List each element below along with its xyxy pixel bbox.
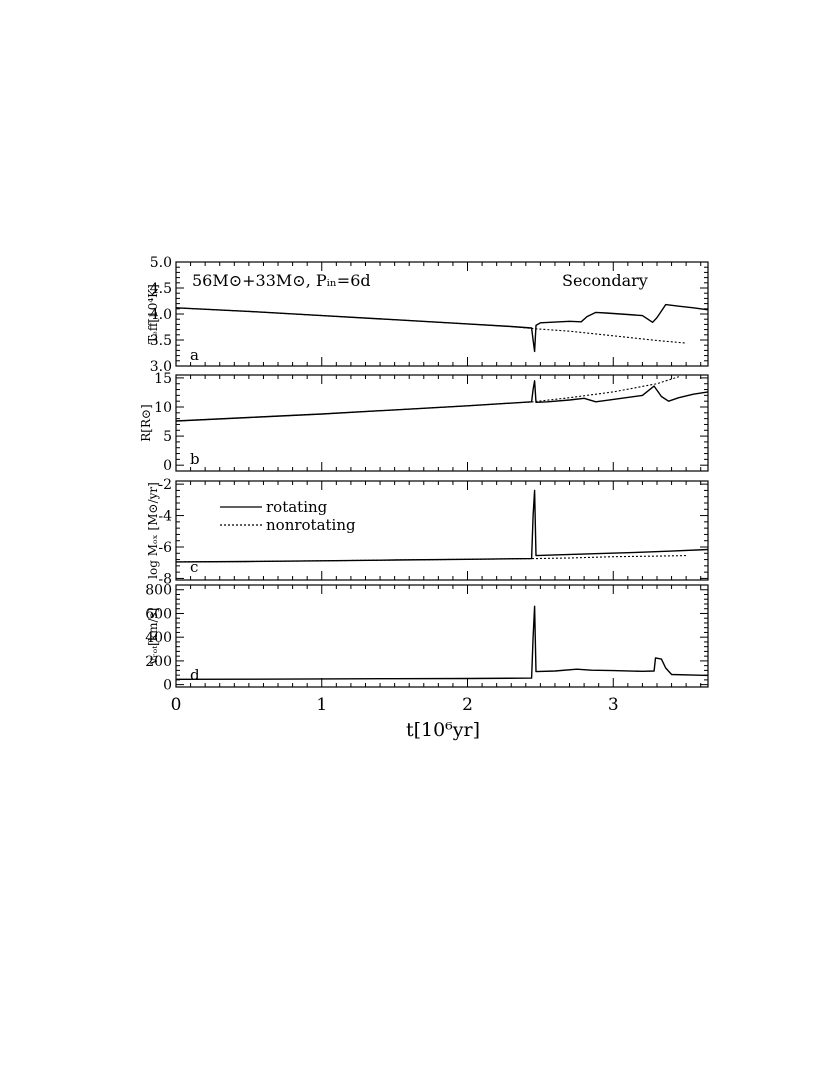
panel-a-series-rotating <box>175 303 709 353</box>
panel-c-ytick-label: -2 <box>158 477 172 493</box>
figure-title-left: 56M⊙+33M⊙, Pᵢₙ=6d <box>192 271 371 290</box>
panel-a-ytick-label: 4.5 <box>150 281 172 297</box>
panel-a-ytick-label: 3.0 <box>150 359 172 375</box>
panel-b: 0 5 10 15 R[R⊙] b <box>139 371 709 474</box>
panel-b-ylabel: R[R⊙] <box>139 404 153 442</box>
x-tick-label: 2 <box>462 695 473 715</box>
figure-title-right: Secondary <box>562 271 648 290</box>
panel-a-ytick-label: 4.0 <box>150 307 172 323</box>
panel-c-series-nonrotating <box>175 555 687 563</box>
panel-a-ylabel: Tₑff[10⁴K] <box>146 284 160 344</box>
panel-a: 3.0 3.5 4.0 4.5 5.0 Tₑff[10⁴K] a <box>146 255 709 375</box>
panel-a-letter: a <box>190 346 199 364</box>
panel-d-frame <box>175 584 709 688</box>
panels: 3.03.54.04.55.0Tₑff[10⁴K]a051015R[R⊙]b-8… <box>139 255 709 715</box>
legend-label-rotating: rotating <box>266 498 328 516</box>
panel-c-ytick-label: -4 <box>158 509 172 525</box>
panel-b-ytick-label: 0 <box>163 458 172 474</box>
panel-b-ytick-label: 5 <box>163 429 172 445</box>
panel-b-frame <box>175 374 709 472</box>
panel-b-letter: b <box>190 450 200 468</box>
panel-c-series-rotating <box>175 489 709 563</box>
x-tick-label: 3 <box>608 695 619 715</box>
panel-b-series-nonrotating <box>175 376 679 422</box>
panel-b-ytick-label: 10 <box>154 400 172 416</box>
panel-b-series-rotating <box>175 380 709 422</box>
x-tick-label: 1 <box>316 695 327 715</box>
panel-d-ytick-label: 600 <box>145 606 172 622</box>
panel-d-ytick-label: 400 <box>145 630 172 646</box>
panel-c-ytick-label: -6 <box>158 540 172 556</box>
panel-d-ylabel: vᵣₒₜ[km/s] <box>146 608 160 666</box>
panel-d-ytick-label: 0 <box>163 678 172 694</box>
panel-d-series-rotating <box>175 605 709 680</box>
panel-c-ylabel: log Mₒₓ [M⊙/yr] <box>146 482 160 579</box>
x-tick-label: 0 <box>171 695 182 715</box>
panel-c-letter: c <box>190 558 198 576</box>
panel-d-letter: d <box>190 666 200 684</box>
legend-label-nonrotating: nonrotating <box>266 516 356 534</box>
x-axis-label: t[10⁶yr] <box>406 719 480 741</box>
panel-c-ytick-label: -8 <box>158 571 172 587</box>
legend: rotating nonrotating <box>220 498 356 534</box>
panel-a-ytick-label: 3.5 <box>150 333 172 349</box>
x-tick-labels: 0 1 2 3 <box>171 695 619 715</box>
panel-d: 0 200 400 600 800 vᵣₒₜ[km/s] d <box>145 583 709 694</box>
panel-a-ytick-label: 5.0 <box>150 255 172 271</box>
panel-b-ytick-label: 15 <box>154 371 172 387</box>
panel-d-ytick-label: 800 <box>145 583 172 599</box>
panel-c-frame <box>175 480 709 581</box>
panel-a-series-nonrotating <box>175 307 687 344</box>
panel-d-ytick-label: 200 <box>145 654 172 670</box>
